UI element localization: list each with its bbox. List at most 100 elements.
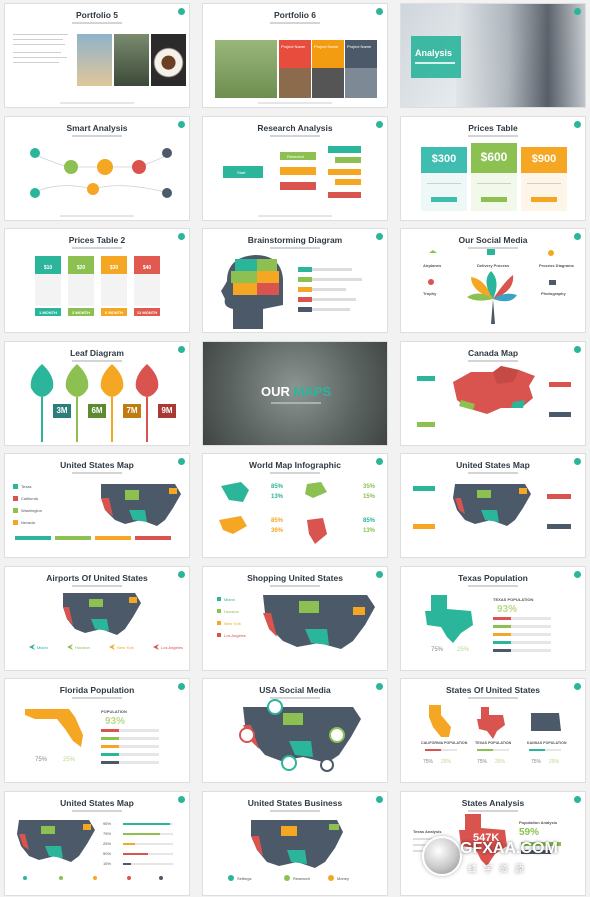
slide-badge	[574, 8, 581, 15]
slide-badge	[376, 795, 383, 803]
slide-badge	[178, 458, 185, 465]
analysis-panel	[411, 36, 461, 78]
slide-prices-table-2[interactable]: Prices Table 2 $10 $20 $30 $40 1 MONTH 2…	[4, 228, 190, 333]
slide-badge	[574, 683, 581, 690]
slide-badge	[178, 345, 185, 353]
watermark-text: GFXAA.COM	[460, 840, 558, 857]
slide-badge	[574, 795, 581, 803]
slide-title: Smart Analysis	[66, 122, 128, 133]
watermark-logo-icon	[422, 836, 462, 876]
slide-title: States Of United States	[446, 685, 540, 695]
slide-title: States Analysis	[461, 797, 525, 808]
slide-shopping-united-states[interactable]: Shopping United States Miami Houston New…	[202, 565, 388, 671]
social-flower-diagram	[428, 249, 556, 324]
project-card-1	[279, 40, 311, 68]
photo-silhouette	[77, 34, 112, 86]
slide-title: Canada Map	[467, 347, 519, 358]
slide-badge	[376, 120, 383, 128]
slide-badge	[376, 683, 383, 690]
us-map	[13, 484, 181, 540]
head-puzzle-diagram	[221, 255, 362, 329]
slide-title: Airports Of United States	[46, 572, 148, 583]
slide-badge	[178, 120, 185, 128]
slide-analysis[interactable]: Analysis	[400, 3, 586, 108]
analysis-title: Analysis	[415, 48, 453, 58]
slide-our-maps[interactable]: OUR MAPS	[202, 340, 388, 446]
world-continents	[219, 482, 327, 544]
slide-united-states-map-1[interactable]: United States Map Texas California Washi…	[4, 453, 190, 558]
slide-title: Texas Population	[458, 572, 528, 583]
slide-usa-social-media[interactable]: USA Social Media	[202, 678, 388, 783]
watermark: GFXAA.COM 红 字 资 源	[422, 832, 572, 884]
us-map	[29, 592, 159, 650]
florida-shape	[25, 709, 159, 764]
slide-badge	[574, 345, 581, 353]
us-map	[228, 819, 343, 881]
slide-leaf-diagram[interactable]: Leaf Diagram 3M 6M 7M 9M	[4, 340, 190, 446]
slide-title: Brainstorming Diagram	[247, 235, 343, 245]
photo-waterfall	[114, 34, 149, 86]
slide-portfolio-6[interactable]: Portfolio 6 Project Name Project Name Pr…	[202, 3, 388, 108]
us-map-social	[239, 699, 361, 772]
slide-states-of-united-states[interactable]: States Of United States CALIFORNIA POPUL…	[400, 678, 586, 783]
project-card-2	[312, 40, 344, 68]
slide-united-states-map-3[interactable]: United States Map 95% 75% 25% 50% 15%	[4, 790, 190, 896]
us-map	[413, 484, 571, 529]
slide-badge	[376, 8, 383, 15]
maps-title-maps: MAPS	[293, 383, 332, 399]
slide-title: Florida Population	[59, 685, 135, 695]
slide-badge	[574, 570, 581, 578]
slide-badge	[178, 8, 185, 15]
slide-badge	[178, 233, 185, 240]
slide-title: United States Map	[60, 797, 134, 808]
slide-florida-population[interactable]: Florida Population POPULATION 93% 75% 25…	[4, 678, 190, 783]
slide-title: United States Business	[247, 797, 343, 808]
slide-title: Prices Table	[468, 122, 518, 133]
start-box	[223, 165, 263, 178]
slide-united-states-business[interactable]: United States Business Settings Research…	[202, 790, 388, 896]
slide-title: Prices Table 2	[68, 235, 126, 245]
photo-business-people	[456, 4, 585, 107]
slide-states-analysis[interactable]: States Analysis Texas Analysis 547K Popu…	[400, 790, 586, 896]
slide-badge	[178, 570, 185, 578]
slide-title: Portfolio 6	[273, 10, 317, 20]
photo-coffee	[151, 34, 186, 86]
state-shapes	[425, 705, 561, 751]
canada-map	[417, 365, 571, 427]
slide-texas-population[interactable]: Texas Population TEXAS POPULATION 93% 75…	[400, 565, 586, 671]
slide-airports-of-united-states[interactable]: Airports Of United States Miami Houston …	[4, 565, 190, 671]
slide-research-analysis[interactable]: Research Analysis Start Research	[202, 115, 388, 221]
slide-title: World Map Infographic	[249, 460, 341, 470]
slide-title: Our Social Media	[458, 235, 528, 245]
slide-brainstorming-diagram[interactable]: Brainstorming Diagram	[202, 228, 388, 333]
slide-world-map-infographic[interactable]: World Map Infographic 85% 13% 35% 15% 85…	[202, 453, 388, 558]
slide-badge	[376, 233, 383, 240]
slide-grid: Portfolio 5 Portfolio 6 Project Name Pro…	[4, 3, 586, 896]
watermark-subtext: 红 字 资 源	[468, 864, 526, 874]
slide-badge	[376, 458, 383, 465]
slide-badge	[376, 570, 383, 578]
slide-united-states-map-2[interactable]: United States Map	[400, 453, 586, 558]
photo-woman	[215, 40, 277, 98]
slide-badge	[178, 795, 185, 803]
slide-canada-map[interactable]: Canada Map	[400, 340, 586, 446]
smart-analysis-diagram	[30, 147, 172, 198]
maps-title-our: OUR	[260, 383, 290, 399]
slide-badge	[574, 458, 581, 465]
slide-smart-analysis[interactable]: Smart Analysis	[4, 115, 190, 221]
slide-title: Research Analysis	[257, 122, 333, 133]
slide-badge	[574, 233, 581, 240]
us-map	[17, 819, 173, 880]
texas-shape	[425, 594, 551, 652]
slide-our-social-media[interactable]: Our Social Media Airplanes Delivery Proc…	[400, 228, 586, 333]
slide-badge	[178, 683, 185, 690]
slide-prices-table[interactable]: Prices Table $300 $600 $900	[400, 115, 586, 221]
slide-badge	[574, 120, 581, 128]
slide-portfolio-5[interactable]: Portfolio 5	[4, 3, 190, 108]
slide-title: Shopping United States	[247, 572, 343, 583]
slide-title: Portfolio 5	[75, 10, 119, 20]
slide-title: United States Map	[60, 460, 134, 470]
us-map	[217, 594, 375, 649]
slide-title: Leaf Diagram	[70, 347, 124, 358]
leaf-diagram	[30, 363, 176, 442]
